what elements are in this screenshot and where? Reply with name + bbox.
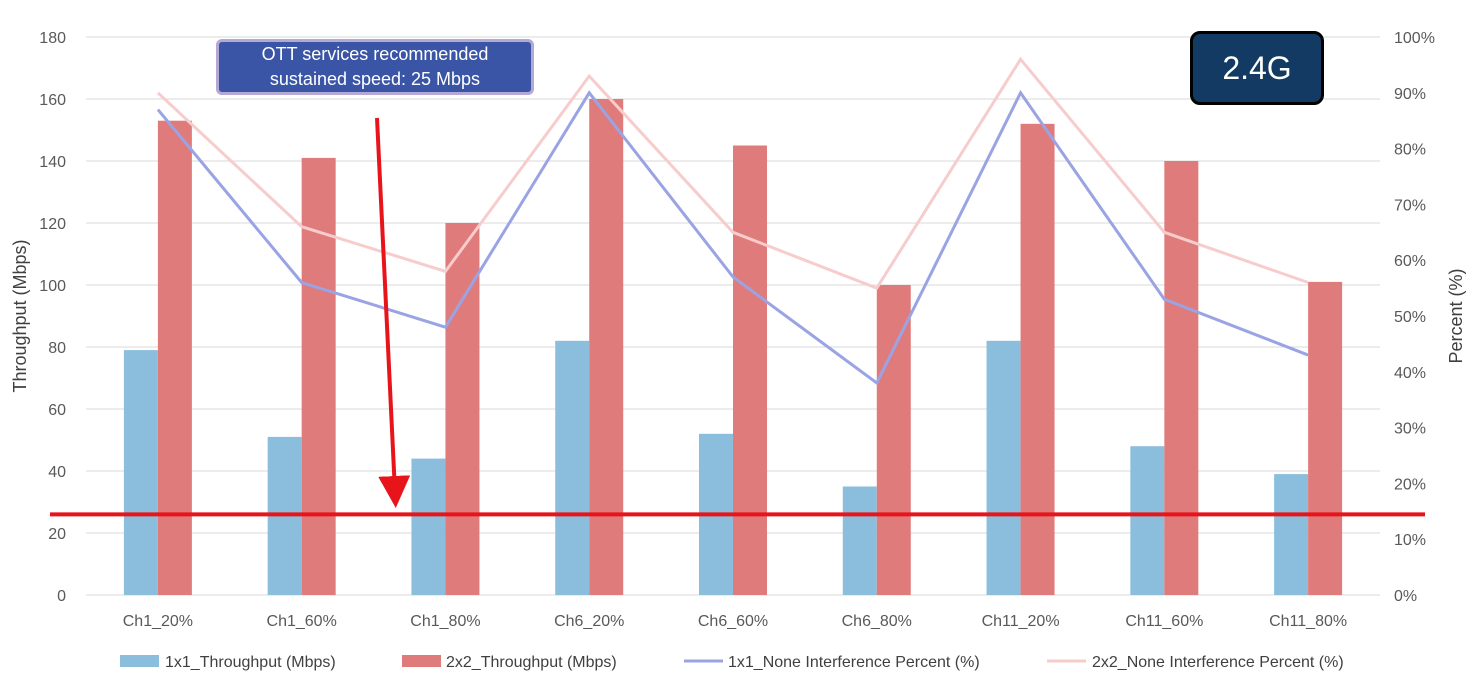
annotation-line-1: OTT services recommended — [261, 44, 489, 64]
y-tick-label: 60 — [48, 402, 66, 419]
bar — [301, 157, 336, 595]
y-tick-label: 120 — [39, 216, 66, 233]
annotation-line-2: sustained speed: 25 Mbps — [269, 69, 481, 89]
legend-label: 2x2_None Interference Percent (%) — [1092, 654, 1344, 671]
y2-tick-label: 30% — [1394, 421, 1426, 438]
y-tick-label: 80 — [48, 340, 66, 357]
lines — [156, 56, 1309, 386]
bar — [1274, 474, 1309, 595]
y2-tick-label: 100% — [1394, 30, 1435, 47]
legend: 1x1_Throughput (Mbps) 2x2_Throughput (Mbp… — [120, 654, 1344, 671]
y2-tick-label: 50% — [1394, 309, 1426, 326]
y2-tick-label: 40% — [1394, 365, 1426, 382]
legend-label: 1x1_Throughput (Mbps) — [165, 654, 336, 671]
bar — [842, 486, 877, 595]
y2-tick-label: 0% — [1394, 588, 1417, 605]
x-tick-label: Ch6_80% — [842, 613, 912, 630]
bar — [1130, 446, 1165, 595]
bar — [157, 120, 192, 595]
tick-labels: 0 20 40 60 80 100 120 140 160 180 0% 10% 20% 30% 40% 50… — [39, 30, 1435, 630]
y2-axis-title: Percent (%) — [1446, 268, 1466, 363]
legend-label: 1x1_None Interference Percent (%) — [728, 654, 980, 671]
series-line — [156, 89, 1309, 386]
legend-label: 2x2_Throughput (Mbps) — [446, 654, 617, 671]
x-tick-label: Ch11_60% — [1125, 613, 1203, 630]
bar — [876, 285, 911, 595]
bar — [986, 340, 1021, 595]
y-tick-label: 20 — [48, 526, 66, 543]
y-axis-title: Throughput (Mbps) — [10, 239, 30, 392]
x-tick-label: Ch1_60% — [267, 613, 337, 630]
y2-tick-label: 20% — [1394, 476, 1426, 493]
y-tick-label: 180 — [39, 30, 66, 47]
y-tick-label: 40 — [48, 464, 66, 481]
x-tick-label: Ch6_60% — [698, 613, 768, 630]
annotation-arrow — [375, 117, 411, 508]
x-tick-label: Ch6_20% — [554, 613, 624, 630]
bar — [555, 340, 590, 595]
legend-swatch — [120, 655, 159, 667]
y2-tick-label: 90% — [1394, 86, 1426, 103]
bar — [123, 350, 158, 595]
bar — [589, 99, 624, 595]
y2-tick-label: 80% — [1394, 142, 1426, 159]
y-tick-label: 160 — [39, 92, 66, 109]
y-tick-label: 0 — [57, 588, 66, 605]
legend-swatch — [402, 655, 441, 667]
band-badge: 2.4G — [1190, 31, 1324, 105]
y2-tick-label: 70% — [1394, 197, 1426, 214]
bar — [411, 458, 446, 595]
y2-tick-label: 60% — [1394, 253, 1426, 270]
x-tick-label: Ch11_80% — [1269, 613, 1347, 630]
bar — [1164, 161, 1199, 595]
x-tick-label: Ch11_20% — [982, 613, 1060, 630]
series-line — [156, 56, 1309, 290]
bar — [1308, 281, 1343, 595]
y-tick-label: 100 — [39, 278, 66, 295]
bar — [733, 145, 767, 595]
x-tick-label: Ch1_80% — [410, 613, 480, 630]
bar — [445, 223, 480, 595]
y2-tick-label: 10% — [1394, 532, 1426, 549]
x-tick-label: Ch1_20% — [123, 613, 193, 630]
annotation-callout: OTT services recommended sustained speed… — [216, 39, 534, 95]
bar — [1020, 123, 1055, 596]
y-tick-label: 140 — [39, 154, 66, 171]
